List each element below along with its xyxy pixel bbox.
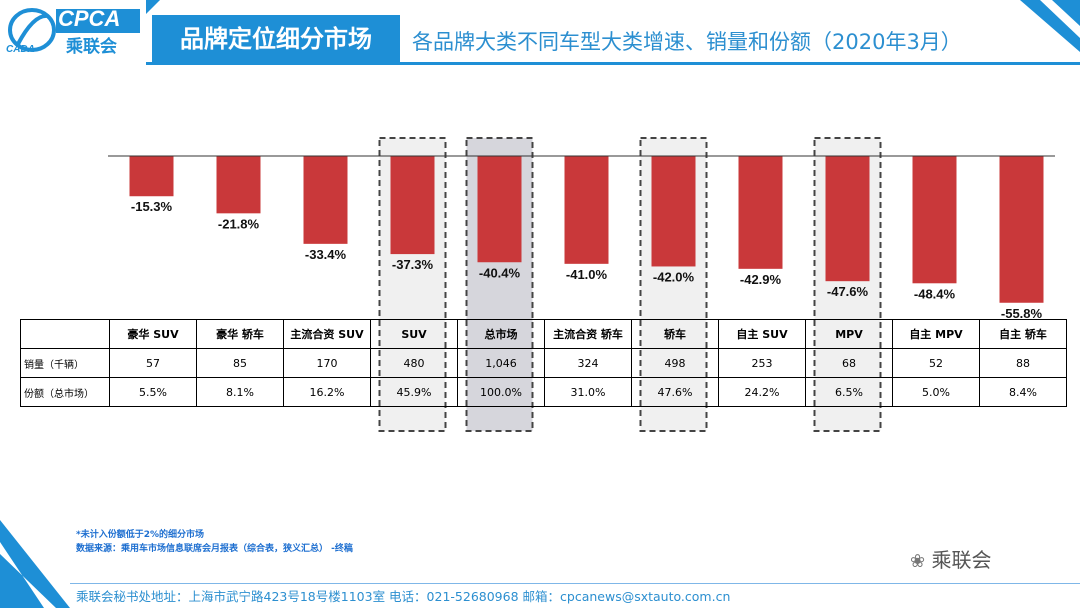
category-header: MPV — [805, 319, 893, 349]
table-corner-cell — [20, 319, 110, 349]
bar-value-label: -55.8% — [1001, 306, 1043, 321]
bar-value-label: -47.6% — [827, 284, 869, 299]
bar — [216, 156, 261, 214]
bar — [564, 156, 609, 264]
table-cell: 5.5% — [109, 377, 197, 407]
footnote-share: *未计入份额低于2%的细分市场 — [76, 530, 204, 540]
bar-value-label: -33.4% — [305, 247, 347, 262]
bar-value-label: -48.4% — [914, 286, 956, 301]
header: CPCA 乘联会 CADA — [0, 0, 1080, 66]
bar-value-label: -42.0% — [653, 269, 695, 284]
bar-value-label: -21.8% — [218, 216, 260, 231]
table-cell: 85 — [196, 348, 284, 378]
bar — [651, 156, 696, 267]
table-cell: 47.6% — [631, 377, 719, 407]
table-cell: 8.1% — [196, 377, 284, 407]
table-cell: 6.5% — [805, 377, 893, 407]
page-subtitle: 各品牌大类不同车型大类增速、销量和份额（2020年3月） — [412, 30, 962, 54]
table-cell: 8.4% — [979, 377, 1067, 407]
category-header: 自主 轿车 — [979, 319, 1067, 349]
bar — [390, 156, 435, 255]
category-header: 自主 MPV — [892, 319, 980, 349]
bar — [738, 156, 783, 269]
bar — [912, 156, 957, 284]
bar-value-label: -41.0% — [566, 267, 608, 282]
row-label: 份额（总市场） — [20, 377, 110, 407]
category-header: 主流合资 SUV — [283, 319, 371, 349]
bar-value-label: -37.3% — [392, 257, 434, 272]
bar-value-label: -40.4% — [479, 265, 521, 280]
wechat-label: 乘联会 — [931, 548, 992, 572]
table-cell: 100.0% — [457, 377, 545, 407]
footer-contact: 乘联会秘书处地址：上海市武宁路423号18号楼1103室 电话：021-5268… — [76, 589, 731, 604]
table-cell: 52 — [892, 348, 980, 378]
category-header: 轿车 — [631, 319, 719, 349]
category-header: 总市场 — [457, 319, 545, 349]
bar — [999, 156, 1044, 303]
category-header: 主流合资 轿车 — [544, 319, 632, 349]
bar — [825, 156, 870, 282]
cpca-logo — [8, 8, 140, 52]
corner-accent-bottom-left — [0, 520, 70, 608]
bar-value-label: -42.9% — [740, 272, 782, 287]
table-cell: 24.2% — [718, 377, 806, 407]
table-row: 份额（总市场） 5.5% 8.1% 16.2% 45.9% 100.0% 31.0% 47.6… — [20, 377, 1067, 407]
logo-sub: 乘联会 — [66, 37, 117, 57]
table-cell: 31.0% — [544, 377, 632, 407]
row-label: 销量（千辆） — [20, 348, 110, 378]
bar — [303, 156, 348, 244]
table-cell: 480 — [370, 348, 458, 378]
table-cell: 57 — [109, 348, 197, 378]
category-header: 豪华 轿车 — [196, 319, 284, 349]
table-cell: 45.9% — [370, 377, 458, 407]
wechat-watermark: ❀ 乘联会 — [910, 544, 991, 573]
header-decor — [146, 0, 1080, 52]
wechat-icon: ❀ — [910, 551, 926, 572]
table-cell: 5.0% — [892, 377, 980, 407]
logo-mark: CADA — [6, 44, 35, 55]
footer-divider — [70, 583, 1080, 584]
table-cell: 253 — [718, 348, 806, 378]
table-cell: 1,046 — [457, 348, 545, 378]
table-cell: 68 — [805, 348, 893, 378]
table-cell: 324 — [544, 348, 632, 378]
footnote-source: 数据来源：乘用车市场信息联席会月报表（综合表，狭义汇总） -终稿 — [76, 544, 353, 554]
page-title: 品牌定位细分市场 — [152, 15, 400, 63]
logo-text: CPCA — [58, 6, 121, 31]
table-cell: 170 — [283, 348, 371, 378]
category-header: 自主 SUV — [718, 319, 806, 349]
table-cell: 16.2% — [283, 377, 371, 407]
category-header: SUV — [370, 319, 458, 349]
table-header-row: 豪华 SUV 豪华 轿车 主流合资 SUV SUV 总市场 主流合资 轿车 轿车 自主 SUV… — [20, 319, 1067, 349]
header-divider — [146, 62, 1080, 65]
data-table: 豪华 SUV 豪华 轿车 主流合资 SUV SUV 总市场 主流合资 轿车 轿车 自主 SUV… — [20, 319, 1067, 407]
bar — [129, 156, 174, 197]
bar — [477, 156, 522, 263]
category-header: 豪华 SUV — [109, 319, 197, 349]
table-cell: 88 — [979, 348, 1067, 378]
table-row: 销量（千辆） 57 85 170 480 1,046 324 498 253 68 52 88 — [20, 348, 1067, 378]
table-cell: 498 — [631, 348, 719, 378]
bar-value-label: -15.3% — [131, 199, 173, 214]
